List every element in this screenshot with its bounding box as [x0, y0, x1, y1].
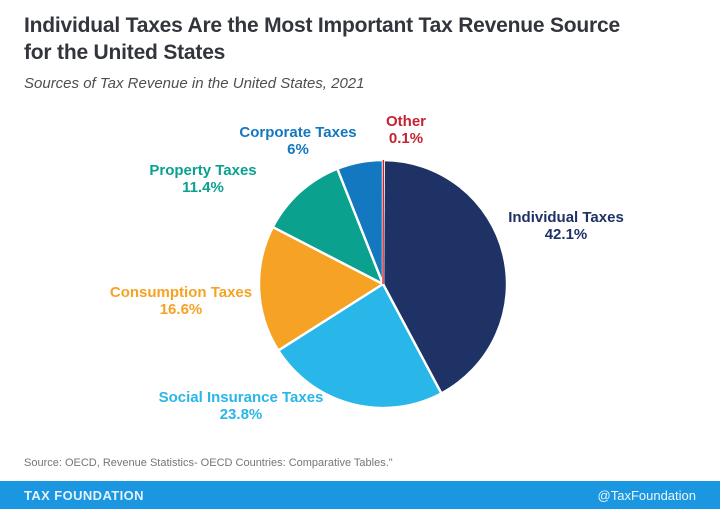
- page-title: Individual Taxes Are the Most Important …: [24, 12, 696, 66]
- slice-label-social-insurance-taxes: Social Insurance Taxes 23.8%: [159, 389, 324, 423]
- slice-label-other: Other 0.1%: [386, 113, 426, 147]
- footer-brand: TAX FOUNDATION: [24, 487, 144, 503]
- page-title-line2: for the United States: [24, 41, 226, 64]
- slice-label-individual-taxes: Individual Taxes 42.1%: [508, 209, 624, 243]
- footer-bar: TAX FOUNDATION @TaxFoundation: [0, 481, 720, 509]
- pie-slice-property-taxes: [271, 167, 385, 286]
- pie-slice-consumption-taxes: [257, 225, 385, 352]
- pie-slice-social-insurance-taxes: [277, 282, 443, 410]
- slice-label-corporate-taxes-name: Corporate Taxes: [239, 124, 357, 141]
- slice-label-consumption-taxes-name: Consumption Taxes: [109, 284, 253, 301]
- slice-label-social-insurance-taxes-name: Social Insurance Taxes: [158, 389, 324, 406]
- page-title-line1: Individual Taxes Are the Most Important …: [24, 14, 620, 37]
- pie-slice-individual-taxes: [381, 158, 509, 395]
- footer-twitter-handle: @TaxFoundation: [597, 487, 696, 503]
- slice-label-other-name: Other: [385, 113, 427, 130]
- slice-label-property-taxes: Property Taxes 11.4%: [149, 162, 256, 196]
- slice-label-individual-taxes-name: Individual Taxes: [508, 209, 624, 226]
- slice-label-property-taxes-name: Property Taxes: [149, 162, 257, 179]
- slice-label-property-taxes-pct: 11.4%: [182, 179, 224, 196]
- slice-label-individual-taxes-pct: 42.1%: [544, 226, 588, 243]
- slice-label-corporate-taxes: Corporate Taxes 6%: [239, 124, 356, 158]
- slice-label-other-pct: 0.1%: [388, 130, 424, 147]
- page-subtitle: Sources of Tax Revenue in the United Sta…: [24, 75, 365, 92]
- slice-label-social-insurance-taxes-pct: 23.8%: [219, 406, 263, 423]
- header: Individual Taxes Are the Most Important …: [24, 12, 696, 92]
- slice-label-corporate-taxes-pct: 6%: [287, 141, 309, 158]
- slice-label-consumption-taxes: Consumption Taxes 16.6%: [110, 284, 252, 318]
- source-note: Source: OECD, Revenue Statistics- OECD C…: [24, 457, 393, 469]
- slice-label-consumption-taxes-pct: 16.6%: [159, 301, 203, 318]
